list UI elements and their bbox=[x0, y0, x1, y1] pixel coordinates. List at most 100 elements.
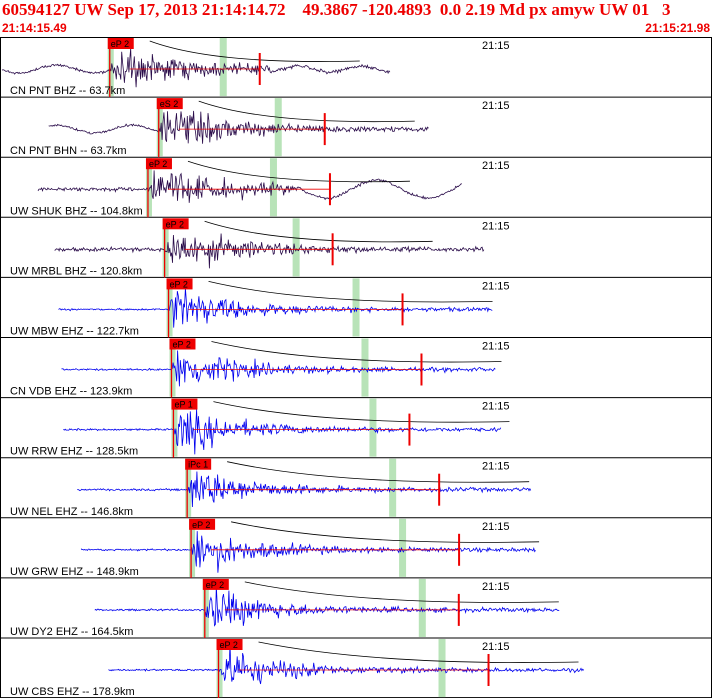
analysis-window-band bbox=[145, 158, 152, 217]
trace-row: iPc 1 21:15 UW NEL EHZ -- 146.8km bbox=[0, 458, 712, 519]
analysis-window-band bbox=[399, 518, 407, 577]
phase-pick-box[interactable] bbox=[166, 278, 193, 290]
phase-pick-box[interactable] bbox=[202, 578, 229, 590]
phase-pick-label: eP 2 bbox=[111, 39, 129, 49]
time-mark: 21:15 bbox=[482, 341, 510, 353]
coda-decay-curve bbox=[208, 281, 493, 303]
analysis-window-band bbox=[156, 98, 163, 157]
analysis-window-band bbox=[274, 98, 282, 157]
time-mark: 21:15 bbox=[482, 401, 510, 413]
analysis-window-band bbox=[216, 639, 223, 698]
phase-pick-box[interactable] bbox=[216, 639, 243, 650]
analysis-window-band bbox=[352, 278, 360, 337]
analysis-window-band bbox=[438, 639, 446, 698]
analysis-window-band bbox=[292, 218, 300, 277]
phase-pick-box[interactable] bbox=[156, 98, 183, 110]
analysis-window-band bbox=[389, 458, 397, 517]
time-mark: 21:15 bbox=[482, 160, 510, 172]
station-label: UW CBS EHZ -- 178.9km bbox=[10, 686, 135, 698]
analysis-window-band bbox=[171, 398, 178, 457]
trace-row: eP 2 21:15 CN PNT BHZ -- 63.7km bbox=[0, 38, 712, 98]
trace-row: eS 2 21:15 CN PNT BHN -- 63.7km bbox=[0, 98, 712, 158]
analysis-window-band bbox=[361, 338, 369, 397]
analysis-window-band bbox=[185, 458, 192, 517]
coda-decay-curve bbox=[230, 521, 540, 543]
trace-row: eP 2 21:15 UW SHUK BHZ -- 104.8km bbox=[0, 158, 712, 218]
event-summary: 60594127 UW Sep 17, 2013 21:14:14.72 49.… bbox=[2, 0, 671, 19]
phase-pick-box[interactable] bbox=[185, 458, 212, 470]
station-label: UW DY2 EHZ -- 164.5km bbox=[10, 626, 133, 638]
trace-row: eP 2 21:15 CN VDB EHZ -- 123.9km bbox=[0, 338, 712, 399]
time-mark: 21:15 bbox=[482, 461, 510, 473]
trace-row: eP 2 21:15 UW CBS EHZ -- 178.9km bbox=[0, 639, 712, 698]
time-mark: 21:15 bbox=[482, 641, 510, 653]
phase-pick-label: eP 2 bbox=[206, 580, 224, 590]
phase-pick-box[interactable] bbox=[107, 38, 134, 49]
window-start-time: 21:14:15.49 bbox=[2, 21, 67, 35]
waveform bbox=[77, 471, 532, 508]
station-label: UW SHUK BHZ -- 104.8km bbox=[10, 205, 143, 217]
time-mark: 21:15 bbox=[482, 100, 510, 112]
panel-border bbox=[0, 37, 712, 698]
station-label: UW NEL EHZ -- 146.8km bbox=[10, 506, 133, 518]
phase-pick-box[interactable] bbox=[189, 518, 216, 530]
phase-pick-label: eP 2 bbox=[149, 159, 167, 169]
waveform bbox=[54, 233, 485, 269]
analysis-window-band bbox=[107, 38, 114, 97]
analysis-window-band bbox=[162, 218, 169, 277]
waveform bbox=[63, 409, 502, 455]
waveform bbox=[108, 643, 585, 685]
station-label: UW GRW EHZ -- 148.9km bbox=[10, 566, 139, 578]
analysis-window-band bbox=[219, 38, 227, 97]
station-label: CN PNT BHZ -- 63.7km bbox=[10, 85, 125, 97]
waveform bbox=[61, 350, 496, 387]
trace-row: eP 2 21:15 UW GRW EHZ -- 148.9km bbox=[0, 518, 712, 579]
time-mark: 21:15 bbox=[482, 220, 510, 232]
window-end-time: 21:15:21.98 bbox=[645, 21, 710, 35]
station-label: UW MRBL BHZ -- 120.8km bbox=[10, 265, 142, 277]
trace-row: eP 2 21:15 UW DY2 EHZ -- 164.5km bbox=[0, 578, 712, 639]
station-label: CN VDB EHZ -- 123.9km bbox=[10, 386, 132, 398]
coda-decay-curve bbox=[198, 100, 415, 123]
event-header: 60594127 UW Sep 17, 2013 21:14:14.72 49.… bbox=[0, 0, 712, 36]
analysis-window-band bbox=[202, 578, 209, 637]
waveform bbox=[80, 531, 536, 573]
waveform bbox=[1, 48, 391, 88]
waveform bbox=[37, 170, 462, 203]
trace-row: eP 2 21:15 UW MRBL BHZ -- 120.8km bbox=[0, 218, 712, 278]
phase-pick-box[interactable] bbox=[162, 218, 189, 230]
trace-row: eP 2 21:15 UW MBW EHZ -- 122.7km bbox=[0, 278, 712, 338]
time-mark: 21:15 bbox=[482, 280, 510, 292]
coda-decay-curve bbox=[244, 581, 559, 603]
coda-decay-curve bbox=[211, 341, 502, 363]
phase-pick-box[interactable] bbox=[169, 338, 196, 350]
phase-pick-label: iPc 1 bbox=[188, 460, 208, 470]
phase-pick-label: eP 2 bbox=[170, 279, 188, 289]
phase-pick-box[interactable] bbox=[171, 398, 198, 410]
coda-decay-curve bbox=[204, 220, 433, 243]
coda-decay-curve bbox=[213, 401, 510, 423]
analysis-window-band bbox=[418, 578, 426, 637]
coda-decay-curve bbox=[187, 160, 410, 183]
waveform bbox=[48, 110, 429, 144]
waveform bbox=[58, 287, 493, 328]
phase-pick-box[interactable] bbox=[145, 158, 172, 170]
phase-pick-label: eP 2 bbox=[172, 340, 190, 350]
station-label: CN PNT BHN -- 63.7km bbox=[10, 145, 127, 157]
phase-pick-label: eP 2 bbox=[192, 520, 210, 530]
seismogram-panel: eP 2 21:15 CN PNT BHZ -- 63.7km eS 2 21:15 CN… bbox=[0, 37, 712, 698]
time-mark: 21:15 bbox=[482, 40, 510, 52]
station-label: UW RRW EHZ -- 128.5km bbox=[10, 446, 138, 458]
station-label: UW MBW EHZ -- 122.7km bbox=[10, 326, 139, 338]
coda-decay-curve bbox=[258, 641, 579, 663]
phase-pick-label: eP 2 bbox=[220, 640, 238, 650]
phase-pick-label: eP 1 bbox=[174, 400, 192, 410]
analysis-window-band bbox=[369, 398, 377, 457]
time-mark: 21:15 bbox=[482, 521, 510, 533]
coda-decay-curve bbox=[149, 40, 360, 62]
waveform bbox=[94, 585, 560, 627]
coda-decay-curve bbox=[227, 461, 530, 483]
time-mark: 21:15 bbox=[482, 581, 510, 593]
phase-pick-label: eP 2 bbox=[166, 219, 184, 229]
trace-row: eP 1 21:15 UW RRW EHZ -- 128.5km bbox=[0, 398, 712, 459]
